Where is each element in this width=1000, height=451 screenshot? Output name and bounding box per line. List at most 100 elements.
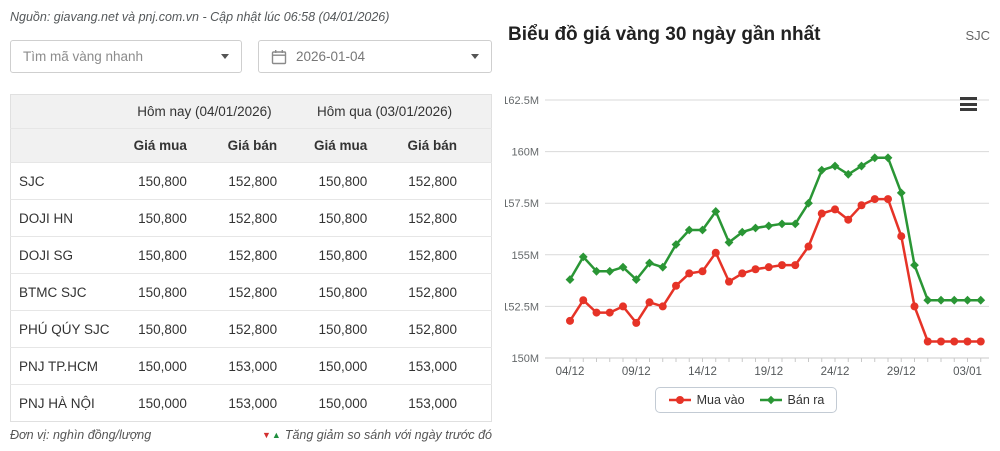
change-note-text: Tăng giảm so sánh với ngày trước đó xyxy=(284,428,492,442)
price-cell: 150,800 xyxy=(311,236,402,274)
date-picker[interactable]: 2026-01-04 xyxy=(258,40,492,73)
data-point-buy xyxy=(976,337,985,346)
x-axis-label: 04/12 xyxy=(556,366,585,378)
data-point-sell xyxy=(857,161,866,171)
price-cell: 150,000 xyxy=(311,384,402,422)
data-point-buy xyxy=(566,316,574,325)
legend-item-mua-vao[interactable]: Mua vào xyxy=(668,393,745,407)
data-point-buy xyxy=(605,308,614,317)
price-cell: 152,800 xyxy=(401,273,492,311)
price-cell: 150,800 xyxy=(130,236,221,274)
data-point-sell xyxy=(883,153,893,163)
data-point-buy xyxy=(831,205,839,214)
price-table: Hôm nay (04/01/2026) Hôm qua (03/01/2026… xyxy=(10,94,492,422)
data-point-buy xyxy=(619,302,627,311)
y-axis-label: 152.5M xyxy=(505,301,539,313)
chart-legend: Mua vào Bán ra xyxy=(500,387,992,413)
price-cell: 152,800 xyxy=(220,199,312,237)
brand-name: BTMC SJC xyxy=(10,273,131,311)
y-axis-label: 162.5M xyxy=(505,95,539,107)
data-point-buy xyxy=(685,269,694,278)
legend-item-ban-ra[interactable]: Bán ra xyxy=(759,393,825,407)
col-buy-today: Giá mua xyxy=(130,128,221,163)
data-point-sell xyxy=(578,252,588,262)
data-point-sell xyxy=(658,262,668,272)
data-point-sell xyxy=(817,165,827,175)
data-point-sell xyxy=(605,266,615,276)
y-axis-label: 150M xyxy=(511,353,539,365)
legend-box: Mua vào Bán ra xyxy=(654,387,838,413)
triangle-down-icon: ▼ xyxy=(261,430,271,440)
table-row: BTMC SJC 150,800 152,800 150,800 152,800 xyxy=(10,273,492,311)
series-line-sell xyxy=(568,156,981,302)
controls-row: Tìm mã vàng nhanh 2026-01-04 xyxy=(10,40,492,73)
table-row: SJC 150,800 152,800 150,800 152,800 xyxy=(10,162,492,200)
table-row: DOJI HN 150,800 152,800 150,800 152,800 xyxy=(10,199,492,237)
price-chart[interactable]: 150M 152.5M 155M 157.5M 160M 162.5M 04/12 09/12… xyxy=(505,85,995,385)
x-axis-label: 03/01 xyxy=(953,366,982,378)
x-axis-label: 19/12 xyxy=(754,366,783,378)
data-point-buy xyxy=(711,248,720,257)
data-point-sell xyxy=(923,295,933,305)
gold-code-select[interactable]: Tìm mã vàng nhanh xyxy=(10,40,242,73)
source-note: Nguồn: giavang.net và pnj.com.vn - Cập n… xyxy=(10,10,390,24)
brand-name: PHÚ QÚY SJC xyxy=(10,310,131,348)
data-point-sell xyxy=(896,188,906,198)
col-sell-yesterday: Giá bán xyxy=(401,128,492,163)
table-footnotes: Đơn vị: nghìn đồng/lượng ▼▲ Tăng giảm so … xyxy=(10,428,492,442)
group-header-row: Hôm nay (04/01/2026) Hôm qua (03/01/2026… xyxy=(10,94,492,129)
data-point-buy xyxy=(791,261,800,270)
data-point-buy xyxy=(897,232,906,241)
chart-badge: SJC xyxy=(965,27,990,43)
price-cell: 152,800 xyxy=(220,162,312,200)
price-cell: 152,800 xyxy=(220,310,312,348)
data-point-buy xyxy=(698,267,707,276)
data-point-buy xyxy=(963,337,972,346)
data-point-sell xyxy=(684,225,694,235)
table-row: DOJI SG 150,800 152,800 150,800 152,800 xyxy=(10,236,492,274)
data-point-sell xyxy=(843,169,853,179)
brand-name: DOJI SG xyxy=(10,236,131,274)
col-sell-today: Giá bán xyxy=(220,128,312,163)
data-point-sell xyxy=(737,227,747,237)
y-axis-label: 160M xyxy=(511,147,539,159)
data-point-sell xyxy=(870,153,880,163)
data-point-sell xyxy=(592,266,601,276)
data-point-sell xyxy=(910,260,919,270)
data-point-sell xyxy=(764,221,774,231)
price-cell: 150,000 xyxy=(130,347,221,385)
date-picker-value: 2026-01-04 xyxy=(296,49,366,64)
x-axis-label: 24/12 xyxy=(821,366,850,378)
chart-panel: Biểu đồ giá vàng 30 ngày gần nhất SJC 15… xyxy=(500,0,992,451)
menu-icon[interactable] xyxy=(960,97,977,114)
price-cell: 152,800 xyxy=(401,236,492,274)
data-point-buy xyxy=(870,195,879,204)
empty-header-cell xyxy=(10,128,131,163)
price-cell: 150,800 xyxy=(311,310,402,348)
data-point-buy xyxy=(923,337,932,346)
price-cell: 150,800 xyxy=(130,310,221,348)
chevron-down-icon xyxy=(221,54,229,59)
price-cell: 153,000 xyxy=(401,347,492,385)
data-point-buy xyxy=(672,281,680,290)
data-point-buy xyxy=(817,209,826,218)
data-point-sell xyxy=(565,275,575,284)
col-buy-yesterday: Giá mua xyxy=(311,128,402,163)
legend-label: Bán ra xyxy=(787,393,825,407)
chart-title: Biểu đồ giá vàng 30 ngày gần nhất xyxy=(508,24,821,45)
data-point-sell xyxy=(751,223,760,233)
data-point-buy xyxy=(804,242,813,251)
gold-code-select-value: Tìm mã vàng nhanh xyxy=(23,49,144,64)
legend-marker-icon xyxy=(668,396,691,404)
data-point-buy xyxy=(844,215,853,224)
chart-header: Biểu đồ giá vàng 30 ngày gần nhất SJC xyxy=(508,24,990,46)
data-point-sell xyxy=(645,258,654,268)
triangle-up-icon: ▲ xyxy=(271,430,281,440)
sub-header-row: Giá mua Giá bán Giá mua Giá bán xyxy=(10,128,492,163)
price-cell: 150,800 xyxy=(311,162,402,200)
price-cell: 150,800 xyxy=(130,162,221,200)
data-point-buy xyxy=(725,277,733,286)
price-cell: 152,800 xyxy=(220,273,312,311)
price-cell: 150,800 xyxy=(311,199,402,237)
data-point-sell xyxy=(804,198,813,208)
